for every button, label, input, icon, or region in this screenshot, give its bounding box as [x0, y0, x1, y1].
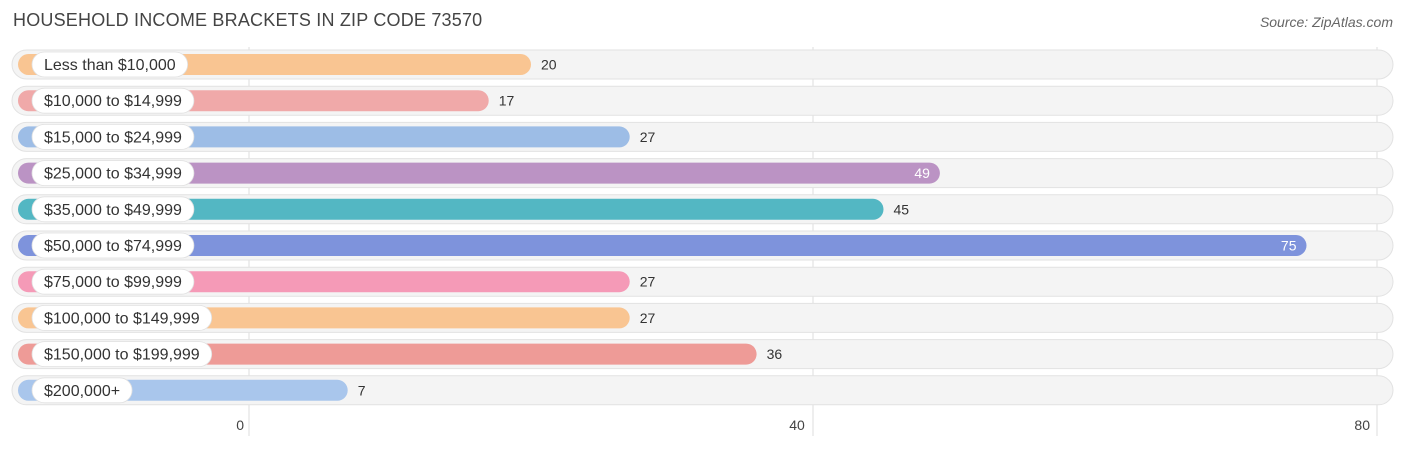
- category-pill: [31, 196, 195, 223]
- bar-row: $75,000 to $99,999 27: [11, 266, 1394, 297]
- bar-row: $150,000 to $199,999 36: [11, 339, 1394, 370]
- category-pill: [31, 160, 195, 187]
- bar-track: [11, 375, 1394, 406]
- chart-title: HOUSEHOLD INCOME BRACKETS IN ZIP CODE 73…: [13, 10, 483, 30]
- value-label: 45: [894, 201, 910, 217]
- bar-row: $10,000 to $14,999 17: [11, 85, 1394, 116]
- category-label: $15,000 to $24,999: [44, 129, 182, 146]
- x-tick-label: 40: [789, 417, 805, 433]
- category-label: $35,000 to $49,999: [44, 202, 182, 219]
- bar: [18, 162, 940, 184]
- value-label: 27: [640, 274, 656, 290]
- value-label: 75: [1281, 238, 1297, 254]
- x-tick-label: 0: [236, 417, 244, 433]
- value-label: 27: [640, 129, 656, 145]
- category-label: $150,000 to $199,999: [44, 347, 200, 364]
- x-tick-label: 80: [1354, 417, 1370, 433]
- category-label: $75,000 to $99,999: [44, 274, 182, 291]
- source-note: Source: ZipAtlas.com: [1259, 14, 1393, 30]
- value-label: 49: [914, 165, 930, 181]
- category-pill: [31, 87, 195, 114]
- category-pill: [31, 341, 213, 368]
- value-label: 7: [358, 382, 366, 398]
- value-label: 20: [541, 57, 557, 73]
- bar-row: $100,000 to $149,999 27: [11, 302, 1394, 333]
- category-pill: [31, 377, 133, 404]
- category-label: $200,000+: [44, 383, 120, 400]
- category-label: $100,000 to $149,999: [44, 310, 200, 327]
- category-pill: [31, 304, 213, 331]
- bar-row: $200,000+ 7: [11, 375, 1394, 406]
- bar-row: $25,000 to $34,999 49: [11, 158, 1394, 189]
- category-pill: [31, 268, 195, 295]
- bar: [18, 235, 1307, 256]
- category-label: $25,000 to $34,999: [44, 166, 182, 183]
- bar-row: Less than $10,000 20: [11, 49, 1394, 80]
- category-pill: [31, 124, 195, 150]
- bar-row: $15,000 to $24,999 27: [11, 121, 1394, 152]
- bar-row: $50,000 to $74,999 75: [11, 230, 1394, 261]
- bar-row: $35,000 to $49,999 45: [11, 194, 1394, 225]
- value-label: 36: [767, 346, 783, 362]
- value-label: 27: [640, 310, 656, 326]
- category-label: $10,000 to $14,999: [44, 93, 182, 110]
- value-label: 17: [499, 93, 515, 109]
- category-pill: [31, 232, 195, 259]
- category-label: Less than $10,000: [44, 57, 176, 74]
- category-label: $50,000 to $74,999: [44, 238, 182, 255]
- category-pill: [31, 51, 189, 78]
- bar: [18, 198, 884, 220]
